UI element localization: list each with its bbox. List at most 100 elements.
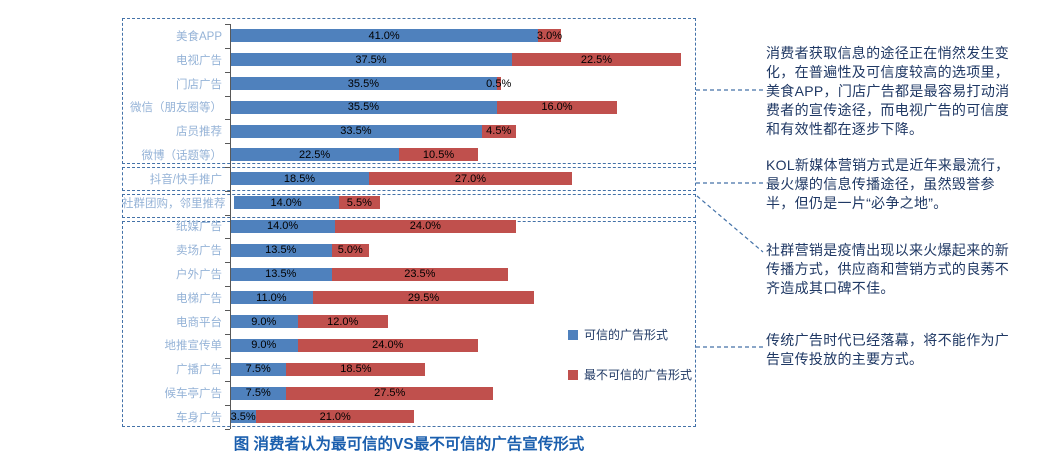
bar-segment-untrusted: 12.0%	[297, 315, 388, 329]
chart-row: 店员推荐 33.5% 4.5%	[122, 119, 696, 143]
bar-segment-trusted: 7.5%	[230, 386, 287, 400]
value-label: 14.0%	[270, 196, 302, 209]
bar-segment-untrusted: 21.0%	[256, 410, 415, 424]
axis-tick	[225, 214, 230, 216]
chart-row: 抖音/快手推广 18.5% 27.0%	[122, 167, 696, 191]
chart-row: 候车亭广告 7.5% 27.5%	[122, 381, 696, 405]
category-label: 户外广告	[176, 269, 222, 282]
bar-segment-trusted: 35.5%	[230, 77, 497, 91]
bar-segment-untrusted: 4.5%	[481, 124, 516, 138]
bar-chart: 美食APP 41.0% 3.0% 电视广告 37.5% 22.5% 门店广告 35.5% 0.5…	[122, 16, 696, 434]
group-box-mainstream-channels	[122, 18, 696, 164]
value-label: 22.5%	[580, 53, 613, 66]
bar-segment-untrusted: 24.0%	[297, 338, 478, 352]
bar-group: 3.5% 21.0%	[230, 410, 415, 424]
chart-row: 广播广告 7.5% 18.5%	[122, 357, 696, 381]
bar-group: 18.5% 27.0%	[230, 172, 572, 186]
bar-segment-trusted: 11.0%	[230, 291, 313, 305]
axis-tick	[225, 47, 230, 49]
value-label: 5.5%	[346, 196, 372, 209]
category-label: 门店广告	[176, 78, 222, 91]
bar-segment-trusted: 22.5%	[230, 148, 400, 162]
axis-tick	[225, 190, 230, 192]
axis-tick	[225, 262, 230, 264]
bar-segment-trusted: 9.0%	[230, 338, 298, 352]
bar-segment-untrusted: 5.5%	[338, 196, 380, 210]
chart-row: 卖场广告 13.5% 5.0%	[122, 238, 696, 262]
bar-segment-trusted: 41.0%	[230, 29, 539, 43]
legend-item-trusted: 可信的广告形式	[568, 326, 692, 343]
axis-tick	[225, 119, 230, 121]
value-label: 23.5%	[404, 268, 436, 281]
bar-group: 22.5% 10.5%	[230, 148, 478, 162]
bar-segment-trusted: 13.5%	[230, 267, 332, 281]
legend-swatch-trusted-icon	[568, 329, 578, 340]
bar-segment-untrusted: 18.5%	[286, 362, 426, 376]
value-label: 18.5%	[283, 172, 316, 185]
bar-group: 14.0% 24.0%	[230, 219, 516, 233]
value-label: 7.5%	[245, 387, 271, 400]
value-label: 4.5%	[486, 125, 512, 138]
value-label: 18.5%	[340, 363, 372, 376]
category-label: 美食APP	[175, 30, 222, 43]
legend: 可信的广告形式 最不可信的广告形式	[568, 326, 692, 383]
value-label: 14.0%	[266, 220, 299, 233]
annotation-kol: KOL新媒体营销方式是近年来最流行，最火爆的信息传播途径，虽然毁誉参半，但仍是一…	[766, 157, 1010, 211]
value-label: 27.5%	[374, 387, 406, 400]
axis-tick	[225, 95, 230, 97]
category-label: 电视广告	[176, 54, 222, 67]
axis-ticks	[122, 16, 696, 434]
value-label: 13.5%	[265, 244, 297, 257]
category-label: 候车亭广告	[164, 388, 223, 401]
axis-tick	[225, 381, 230, 383]
bar-group: 35.5% 16.0%	[230, 100, 618, 114]
chart-row: 车身广告 3.5% 21.0%	[122, 405, 696, 429]
value-label: 22.5%	[298, 148, 331, 161]
category-label: 车身广告	[176, 411, 222, 424]
bar-group: 7.5% 18.5%	[230, 362, 426, 376]
value-label: 24.0%	[409, 220, 441, 233]
bar-segment-untrusted: 27.5%	[286, 386, 494, 400]
bar-segment-trusted: 14.0%	[233, 196, 339, 210]
axis-tick	[225, 143, 230, 145]
axis-tick	[225, 357, 230, 359]
value-label: 24.0%	[372, 339, 404, 352]
bar-segment-untrusted: 5.0%	[331, 243, 370, 257]
value-label: 16.0%	[541, 101, 573, 114]
chart-row: 户外广告 13.5% 23.5%	[122, 262, 696, 286]
category-label: 地推宣传单	[164, 340, 223, 353]
bar-group: 35.5% 0.5%	[230, 77, 511, 91]
bar-segment-untrusted: 24.0%	[335, 219, 516, 233]
category-label: 纸媒广告	[176, 221, 222, 234]
bar-group: 9.0% 24.0%	[230, 338, 478, 352]
chart-row: 门店广告 35.5% 0.5%	[122, 72, 696, 96]
category-label: 社群团购，邻里推荐	[122, 197, 226, 210]
bar-segment-untrusted: 27.0%	[369, 172, 572, 186]
chart-row: 微信（朋友圈等） 35.5% 16.0%	[122, 95, 696, 119]
bar-segment-trusted: 33.5%	[230, 124, 482, 138]
value-label: 13.5%	[265, 268, 297, 281]
value-label: 0.5%	[486, 77, 512, 90]
value-label: 21.0%	[319, 410, 351, 423]
bar-segment-trusted: 18.5%	[230, 172, 369, 186]
value-label: 27.0%	[454, 172, 487, 185]
category-label: 电梯广告	[176, 292, 222, 305]
value-label: 11.0%	[256, 291, 287, 304]
chart-row: 美食APP 41.0% 3.0%	[122, 24, 696, 48]
group-box-community-group-buy	[122, 194, 696, 218]
category-label: 广播广告	[176, 364, 222, 377]
axis-tick	[225, 166, 230, 168]
chart-row: 微博（话题等） 22.5% 10.5%	[122, 143, 696, 167]
legend-item-untrusted: 最不可信的广告形式	[568, 366, 692, 383]
value-label: 10.5%	[422, 148, 455, 161]
chart-row: 社群团购，邻里推荐 14.0% 5.5%	[122, 191, 696, 215]
bar-segment-trusted: 14.0%	[230, 219, 336, 233]
bar-group: 33.5% 4.5%	[230, 124, 516, 138]
bar-segment-untrusted: 29.5%	[312, 291, 535, 305]
value-label: 3.0%	[536, 29, 562, 42]
value-label: 9.0%	[251, 339, 277, 352]
axis-tick	[225, 405, 230, 407]
axis-tick	[225, 428, 230, 430]
value-label: 35.5%	[347, 101, 379, 114]
value-label: 33.5%	[340, 125, 372, 138]
